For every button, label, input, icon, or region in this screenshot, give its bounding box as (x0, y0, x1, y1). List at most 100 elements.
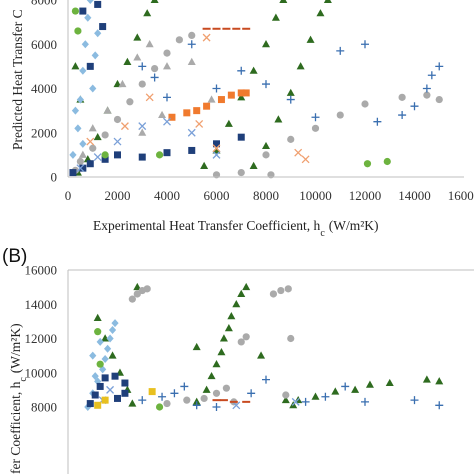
panel-b-data-point (232, 300, 241, 308)
panel-a-x-tick-label: 14000 (398, 188, 431, 203)
panel-a-data-point (306, 35, 315, 43)
panel-b-data-point (237, 289, 246, 297)
panel-a-data-point (286, 95, 295, 104)
panel-b-data-point (219, 334, 228, 342)
panel-a-data-point (249, 161, 258, 169)
panel-b-data-point (212, 389, 221, 397)
panel-a-data-point (195, 119, 204, 128)
panel-a-data-point (163, 49, 171, 57)
panel-a-data-point (213, 140, 220, 148)
panel-a-data-point (78, 150, 87, 158)
panel-b-data-point (121, 389, 129, 397)
panel-b-data-point (96, 337, 104, 346)
panel-a-data-point (202, 33, 211, 42)
panel-a-data-point (249, 66, 258, 74)
panel-a-data-point (183, 109, 191, 117)
panel-a-data-point (311, 124, 320, 132)
panel-a-data-point (193, 107, 201, 115)
panel-b-data-point (101, 396, 109, 404)
panel-a-data-point (435, 62, 444, 71)
panel-b-data-point (291, 397, 300, 406)
panel-a-data-point (69, 169, 77, 177)
panel-b-y-tick-label: 10000 (25, 365, 58, 380)
panel-a-data-point (138, 128, 147, 136)
panel-b: (B) 8000 10000 12000 14000 16000 fer Coeffic… (2, 246, 474, 474)
panel-a-data-point (74, 27, 82, 35)
panel-b-data-point (104, 344, 112, 353)
panel-b-y-tick-label: 8000 (31, 400, 57, 415)
panel-a-data-point (212, 84, 221, 93)
panel-b-data-point (155, 403, 164, 411)
panel-b-data-point (101, 355, 109, 364)
panel-a-data-point (143, 9, 152, 17)
panel-b-data-point (232, 401, 241, 410)
panel-a: 0 2000 4000 6000 8000 0 2000 4000 6000 8000 10000… (10, 0, 474, 239)
panel-b-data-point (385, 378, 394, 387)
panel-b-data-point (192, 401, 201, 410)
panel-a-data-point (101, 131, 109, 139)
panel-a-y-tick-label: 2000 (31, 125, 57, 140)
panel-a-data-point (163, 93, 171, 102)
panel-a-data-point (237, 89, 245, 97)
panel-a-data-point (74, 124, 82, 133)
panel-a-data-point (373, 117, 382, 126)
panel-b-data-point (108, 325, 117, 334)
panel-b-data-point (269, 290, 278, 298)
panel-a-data-point (86, 62, 94, 70)
panel-a-y-ticks: 0 2000 4000 6000 8000 (31, 0, 57, 185)
panel-a-data-point (175, 36, 183, 44)
panel-a-data-point (145, 40, 154, 48)
panel-a-markers (69, 0, 444, 179)
panel-b-data-point (262, 375, 270, 384)
panel-a-data-point (71, 7, 80, 15)
panel-a-data-point (237, 66, 246, 75)
panel-a-data-point (138, 122, 147, 131)
panel-a-data-point (155, 151, 164, 159)
panel-a-data-point (101, 151, 109, 159)
panel-a-data-point (410, 102, 419, 111)
panel-a-data-point (150, 0, 159, 3)
panel-b-data-point (212, 359, 221, 368)
panel-b-data-point (341, 382, 350, 391)
panel-b-data-point (101, 334, 110, 342)
panel-a-data-point (79, 139, 87, 148)
panel-b-data-point (192, 397, 201, 405)
panel-a-data-point (294, 148, 303, 157)
panel-a-data-point (138, 153, 146, 161)
panel-b-data-point (287, 334, 295, 343)
panel-b-data-point (111, 319, 119, 328)
panel-a-data-point (71, 106, 80, 115)
panel-b-data-point (242, 333, 250, 341)
panel-a-data-point (271, 13, 280, 21)
panel-a-data-point (361, 100, 369, 108)
panel-b-data-point (91, 372, 99, 381)
panel-a-data-point (94, 0, 102, 8)
panel-b-data-point (180, 382, 189, 391)
panel-a-x-tick-label: 10000 (299, 188, 332, 203)
panel-a-x-tick-label: 0 (65, 188, 72, 203)
panel-b-data-point (148, 388, 156, 396)
panel-a-data-point (138, 80, 146, 88)
panel-b-y-ticks: 8000 10000 12000 14000 16000 (25, 263, 58, 415)
panel-a-data-point (93, 132, 102, 141)
panel-a-data-point (168, 113, 176, 121)
panel-a-data-point (217, 96, 225, 104)
panel-a-data-point (103, 106, 112, 114)
panel-a-data-point (89, 144, 97, 152)
panel-a-data-point (422, 84, 431, 93)
panel-b-data-point (282, 391, 290, 399)
panel-a-data-point (188, 146, 196, 154)
panel-a-data-point (287, 135, 295, 143)
panel-a-data-point (237, 133, 245, 141)
panel-a-data-point (133, 33, 142, 41)
panel-b-data-point (121, 379, 129, 387)
panel-a-data-point (86, 137, 95, 146)
panel-b-data-point (365, 380, 374, 388)
panel-b-data-point (247, 389, 256, 398)
panel-a-data-point (79, 7, 87, 15)
panel-a-data-point (383, 157, 391, 166)
panel-a-data-point (158, 110, 167, 119)
panel-b-data-point (200, 394, 208, 403)
panel-a-data-point (227, 91, 235, 99)
